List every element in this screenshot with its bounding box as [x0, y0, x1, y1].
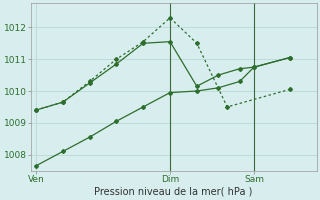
X-axis label: Pression niveau de la mer( hPa ): Pression niveau de la mer( hPa ): [94, 187, 253, 197]
